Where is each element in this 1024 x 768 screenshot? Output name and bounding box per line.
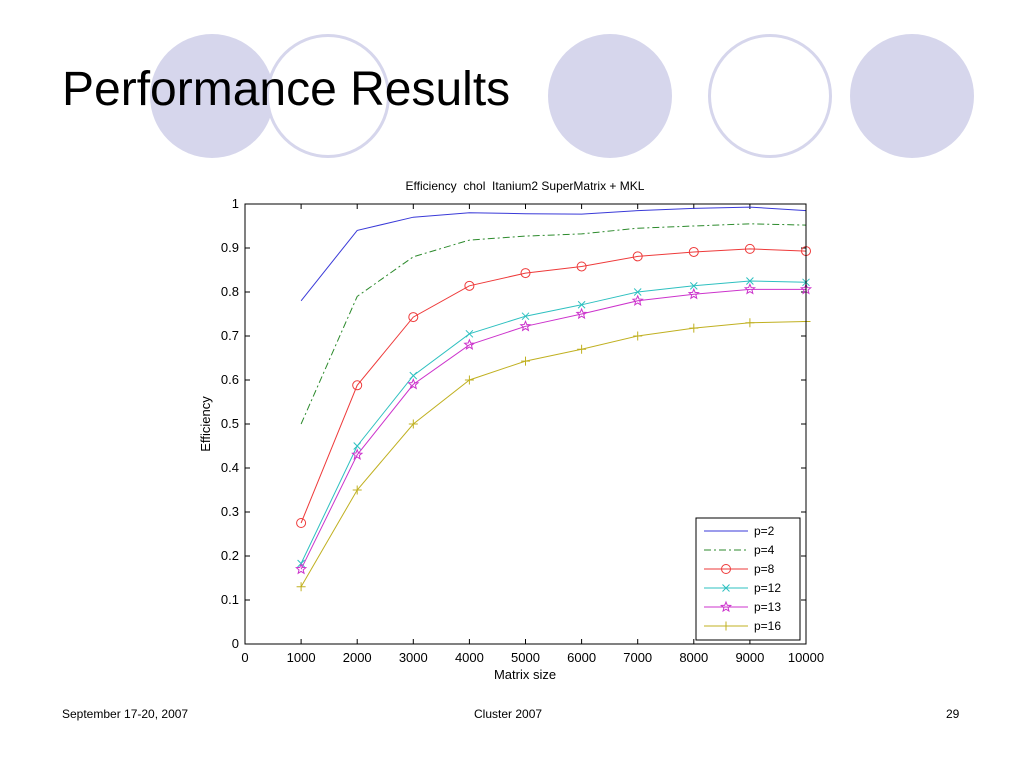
data-point-plus bbox=[352, 485, 362, 495]
x-tick-label: 9000 bbox=[735, 650, 764, 665]
series-p-8 bbox=[296, 243, 811, 528]
data-point-star bbox=[295, 562, 308, 575]
data-point-circle bbox=[576, 261, 587, 272]
legend-label: p=8 bbox=[754, 562, 775, 576]
data-point-circle bbox=[352, 380, 363, 391]
decoration-circle-5 bbox=[850, 34, 974, 158]
legend-entry: p=4 bbox=[704, 543, 775, 557]
x-tick-label: 0 bbox=[241, 650, 248, 665]
data-point-x bbox=[689, 281, 698, 290]
y-tick-label: 0.3 bbox=[221, 504, 239, 519]
data-point-star bbox=[351, 448, 364, 460]
series-p-16 bbox=[296, 316, 811, 592]
x-tick-label: 10000 bbox=[788, 650, 824, 665]
series-line bbox=[300, 248, 807, 524]
footer-slide-number: 29 bbox=[946, 707, 960, 721]
data-point-x bbox=[465, 329, 474, 338]
data-point-x bbox=[633, 288, 642, 296]
footer-date: September 17-20, 2007 bbox=[62, 707, 189, 721]
x-tick-label: 1000 bbox=[287, 650, 316, 665]
slide-title: Performance Results bbox=[62, 63, 511, 116]
x-tick-label: 8000 bbox=[679, 650, 708, 665]
x-tick-label: 2000 bbox=[343, 650, 372, 665]
data-point-circle bbox=[688, 246, 699, 257]
y-tick-label: 0.9 bbox=[221, 240, 239, 255]
data-point-plus bbox=[521, 356, 530, 366]
data-point-circle bbox=[296, 518, 307, 528]
series-p-2 bbox=[300, 206, 807, 302]
data-point-circle bbox=[464, 280, 475, 291]
x-tick-label: 4000 bbox=[455, 650, 484, 665]
data-point-plus bbox=[689, 323, 699, 333]
series-line bbox=[300, 206, 807, 302]
chart-title: Efficiency chol Itanium2 SuperMatrix + M… bbox=[406, 179, 645, 193]
data-point-star bbox=[719, 600, 733, 613]
y-tick-label: 0.7 bbox=[221, 328, 239, 343]
y-tick-label: 0.5 bbox=[221, 416, 239, 431]
legend-entry: p=13 bbox=[704, 600, 781, 614]
data-point-plus bbox=[721, 621, 731, 631]
legend-entry: p=2 bbox=[704, 524, 775, 538]
x-tick-label: 5000 bbox=[511, 650, 540, 665]
decoration-circle-1 bbox=[150, 34, 274, 158]
data-point-circle bbox=[408, 312, 419, 323]
x-tick-label: 7000 bbox=[623, 650, 652, 665]
series-line bbox=[300, 288, 806, 570]
x-tick-label: 3000 bbox=[399, 650, 428, 665]
data-point-x bbox=[353, 442, 362, 450]
legend-box bbox=[695, 517, 801, 641]
decoration-circle-4 bbox=[708, 34, 832, 158]
data-point-circle bbox=[744, 243, 755, 254]
y-tick-label: 0.8 bbox=[221, 284, 239, 299]
data-point-plus bbox=[296, 582, 306, 592]
data-point-x bbox=[722, 584, 730, 592]
legend-label: p=2 bbox=[754, 524, 775, 538]
data-point-plus bbox=[745, 318, 755, 328]
series-line bbox=[300, 280, 807, 564]
y-tick-label: 0.2 bbox=[221, 548, 239, 563]
decoration-circle-3 bbox=[548, 34, 672, 158]
data-point-x bbox=[521, 312, 530, 321]
legend-entry: p=16 bbox=[704, 619, 781, 633]
legend-entry: p=8 bbox=[704, 562, 775, 576]
data-point-circle bbox=[721, 564, 731, 574]
data-point-star bbox=[575, 307, 588, 320]
data-point-star bbox=[407, 378, 420, 390]
series-p-4 bbox=[300, 223, 807, 425]
x-axis-label: Matrix size bbox=[494, 667, 556, 682]
data-point-plus bbox=[633, 331, 643, 341]
series-line bbox=[300, 321, 807, 588]
y-tick-label: 0 bbox=[232, 636, 239, 651]
series-p-13 bbox=[295, 283, 813, 575]
legend-label: p=4 bbox=[754, 543, 775, 557]
data-point-plus bbox=[408, 419, 418, 429]
y-tick-label: 0.6 bbox=[221, 372, 239, 387]
data-point-x bbox=[746, 277, 754, 285]
data-point-x bbox=[409, 371, 418, 380]
decoration-circle-2 bbox=[266, 34, 390, 158]
data-point-plus bbox=[464, 375, 474, 385]
data-point-star bbox=[743, 283, 756, 295]
data-point-circle bbox=[632, 251, 643, 262]
footer-event: Cluster 2007 bbox=[474, 707, 543, 721]
legend-label: p=13 bbox=[754, 600, 781, 614]
data-point-star bbox=[463, 338, 476, 350]
data-point-circle bbox=[520, 268, 531, 279]
data-point-plus bbox=[577, 344, 587, 354]
legend-entry: p=12 bbox=[704, 581, 781, 595]
y-axis-label: Efficiency bbox=[198, 396, 213, 452]
data-point-x bbox=[577, 300, 586, 309]
data-point-star bbox=[687, 287, 700, 300]
plot-frame bbox=[244, 203, 807, 645]
data-point-star bbox=[519, 319, 532, 332]
data-point-star bbox=[631, 294, 644, 306]
x-tick-label: 6000 bbox=[567, 650, 596, 665]
legend-label: p=16 bbox=[754, 619, 781, 633]
y-tick-label: 0.1 bbox=[221, 592, 239, 607]
y-tick-label: 1 bbox=[232, 196, 239, 211]
series-line bbox=[300, 223, 807, 425]
y-tick-label: 0.4 bbox=[221, 460, 239, 475]
legend-label: p=12 bbox=[754, 581, 781, 595]
